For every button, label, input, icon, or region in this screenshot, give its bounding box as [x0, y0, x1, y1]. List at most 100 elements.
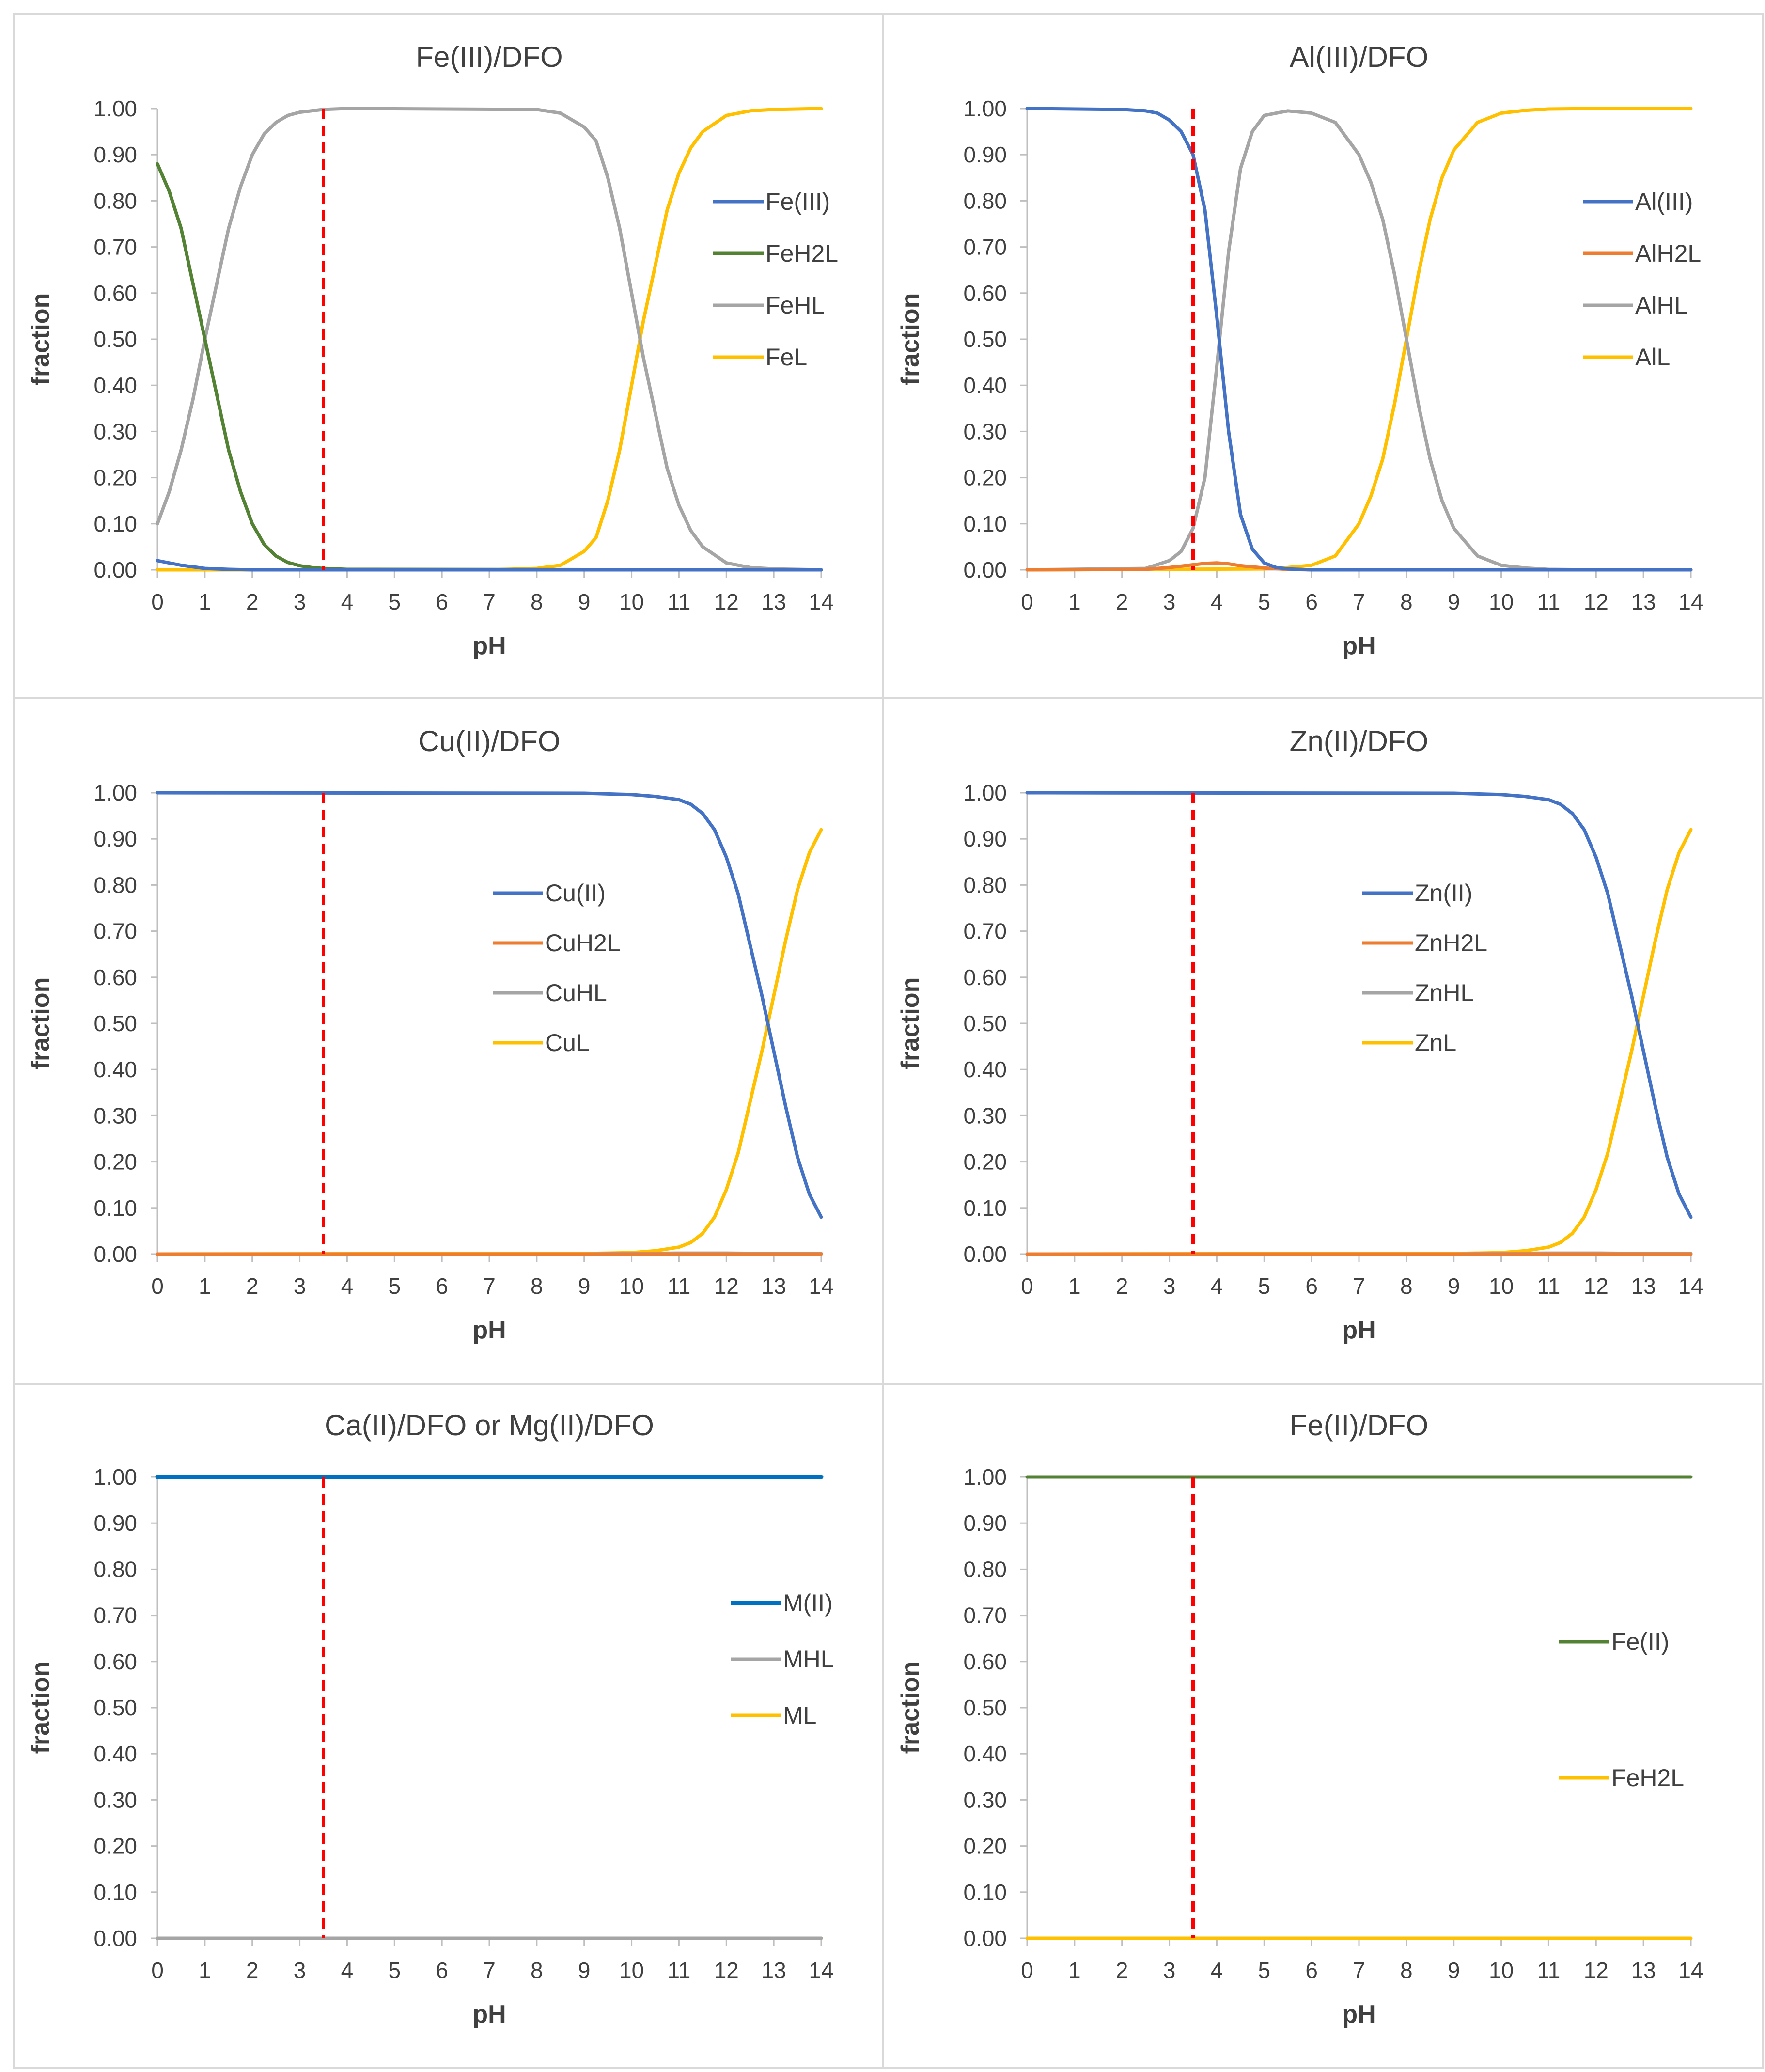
x-tick-label: 10: [619, 589, 644, 614]
y-tick-label: 0.50: [94, 327, 137, 352]
y-tick-label: 0.60: [94, 965, 137, 990]
x-tick-label: 9: [1448, 1273, 1460, 1299]
x-tick-label: 3: [294, 1273, 306, 1299]
y-axis-label: fraction: [896, 977, 924, 1070]
x-tick-label: 2: [246, 1958, 259, 1983]
x-tick-label: 8: [531, 589, 543, 614]
x-tick-label: 10: [1489, 589, 1514, 614]
chart-title: Zn(II)/DFO: [1290, 725, 1429, 757]
y-tick-label: 0.10: [94, 1195, 137, 1221]
x-tick-label: 14: [809, 1273, 833, 1299]
legend-label: AlL: [1635, 344, 1670, 371]
x-tick-label: 4: [341, 589, 354, 614]
chart-title: Cu(II)/DFO: [418, 725, 560, 757]
y-tick-label: 0.00: [94, 557, 137, 582]
x-tick-label: 10: [1489, 1273, 1514, 1299]
y-axis-label: fraction: [27, 977, 55, 1070]
legend-label: MHL: [783, 1646, 834, 1673]
x-tick-label: 4: [1211, 1273, 1223, 1299]
y-tick-label: 0.10: [94, 1880, 137, 1905]
x-tick-label: 11: [668, 1958, 691, 1983]
x-tick-label: 9: [578, 1958, 591, 1983]
x-tick-label: 0: [1021, 1958, 1033, 1983]
series-line-feh2l: [156, 162, 823, 572]
y-tick-label: 0.60: [963, 1649, 1007, 1674]
y-axis-label: fraction: [896, 1662, 924, 1754]
y-tick-label: 0.20: [963, 1834, 1007, 1859]
y-tick-label: 0.70: [963, 1603, 1007, 1628]
x-tick-label: 1: [1068, 1958, 1081, 1983]
y-tick-label: 0.40: [94, 1741, 137, 1766]
x-tick-label: 13: [1631, 1273, 1656, 1299]
x-tick-label: 12: [1584, 589, 1609, 614]
x-axis-label: pH: [1342, 2000, 1375, 2028]
x-tick-label: 0: [151, 1958, 164, 1983]
x-tick-label: 8: [1400, 589, 1413, 614]
y-tick-label: 0.90: [963, 826, 1007, 851]
x-axis-label: pH: [1342, 632, 1375, 660]
x-tick-label: 12: [714, 589, 739, 614]
x-tick-label: 1: [199, 1273, 211, 1299]
x-tick-label: 2: [1116, 1273, 1128, 1299]
legend-label: FeL: [765, 344, 807, 371]
y-tick-label: 0.80: [94, 1556, 137, 1582]
x-tick-label: 6: [436, 1958, 448, 1983]
legend: Zn(II) ZnH2L ZnHL ZnL: [1362, 879, 1487, 1056]
legend-label: FeH2L: [765, 240, 838, 267]
x-tick-label: 3: [1163, 589, 1176, 614]
x-tick-label: 9: [1448, 589, 1460, 614]
y-tick-label: 0.80: [963, 1556, 1007, 1582]
chart-title: Fe(III)/DFO: [416, 41, 562, 73]
chart-panel-2: Al(III)/DFO 0.00 0.10 0.20 0.30 0.40 0.50 0.60 0…: [896, 41, 1703, 660]
y-tick-label: 0.60: [94, 281, 137, 306]
x-tick-label: 7: [1353, 589, 1365, 614]
x-tick-label: 1: [199, 589, 211, 614]
x-tick-label: 14: [809, 1958, 833, 1983]
y-tick-label: 0.10: [963, 511, 1007, 536]
x-tick-label: 0: [151, 1273, 164, 1299]
y-tick-label: 0.40: [963, 373, 1007, 398]
x-tick-label: 14: [1678, 589, 1703, 614]
legend-label: FeH2L: [1611, 1764, 1684, 1791]
series-line-zn-ii-: [1025, 791, 1693, 1219]
y-tick-label: 1.00: [963, 96, 1007, 121]
x-tick-label: 3: [294, 1958, 306, 1983]
x-tick-label: 5: [1258, 589, 1270, 614]
chart-title: Al(III)/DFO: [1290, 41, 1429, 73]
y-tick-label: 0.70: [963, 235, 1007, 260]
x-tick-label: 10: [619, 1273, 644, 1299]
x-tick-label: 6: [436, 1273, 448, 1299]
x-tick-label: 6: [436, 589, 448, 614]
series-line-al-iii-: [1025, 107, 1693, 572]
y-tick-label: 0.40: [94, 373, 137, 398]
x-tick-label: 7: [483, 1273, 496, 1299]
x-tick-label: 0: [1021, 1273, 1033, 1299]
y-tick-label: 0.00: [963, 1926, 1007, 1951]
x-tick-label: 2: [246, 1273, 259, 1299]
legend-label: Al(III): [1635, 188, 1693, 215]
x-tick-label: 8: [531, 1273, 543, 1299]
legend-label: Fe(II): [1611, 1628, 1669, 1655]
x-tick-label: 12: [714, 1958, 739, 1983]
y-axis-label: fraction: [27, 1662, 55, 1754]
y-tick-label: 0.00: [94, 1241, 137, 1267]
y-tick-label: 0.20: [963, 1149, 1007, 1175]
x-axis-label: pH: [472, 2000, 506, 2028]
y-tick-label: 1.00: [963, 780, 1007, 805]
y-tick-label: 0.80: [94, 188, 137, 213]
figure-border: [13, 13, 1764, 2069]
legend-label: ZnHL: [1415, 979, 1474, 1006]
x-axis-label: pH: [472, 1316, 506, 1344]
x-tick-label: 9: [578, 1273, 591, 1299]
x-tick-label: 10: [619, 1958, 644, 1983]
legend-label: ML: [783, 1702, 816, 1729]
y-tick-label: 0.40: [963, 1057, 1007, 1082]
y-tick-label: 1.00: [963, 1464, 1007, 1490]
x-tick-label: 10: [1489, 1958, 1514, 1983]
chart-panel-4: Zn(II)/DFO 0.00 0.10 0.20 0.30 0.40 0.50 0.60 0.…: [896, 725, 1703, 1344]
y-tick-label: 0.90: [94, 1510, 137, 1536]
y-tick-label: 0.60: [94, 1649, 137, 1674]
y-tick-label: 0.90: [94, 826, 137, 851]
y-tick-label: 0.50: [963, 1011, 1007, 1036]
x-tick-label: 2: [1116, 589, 1128, 614]
